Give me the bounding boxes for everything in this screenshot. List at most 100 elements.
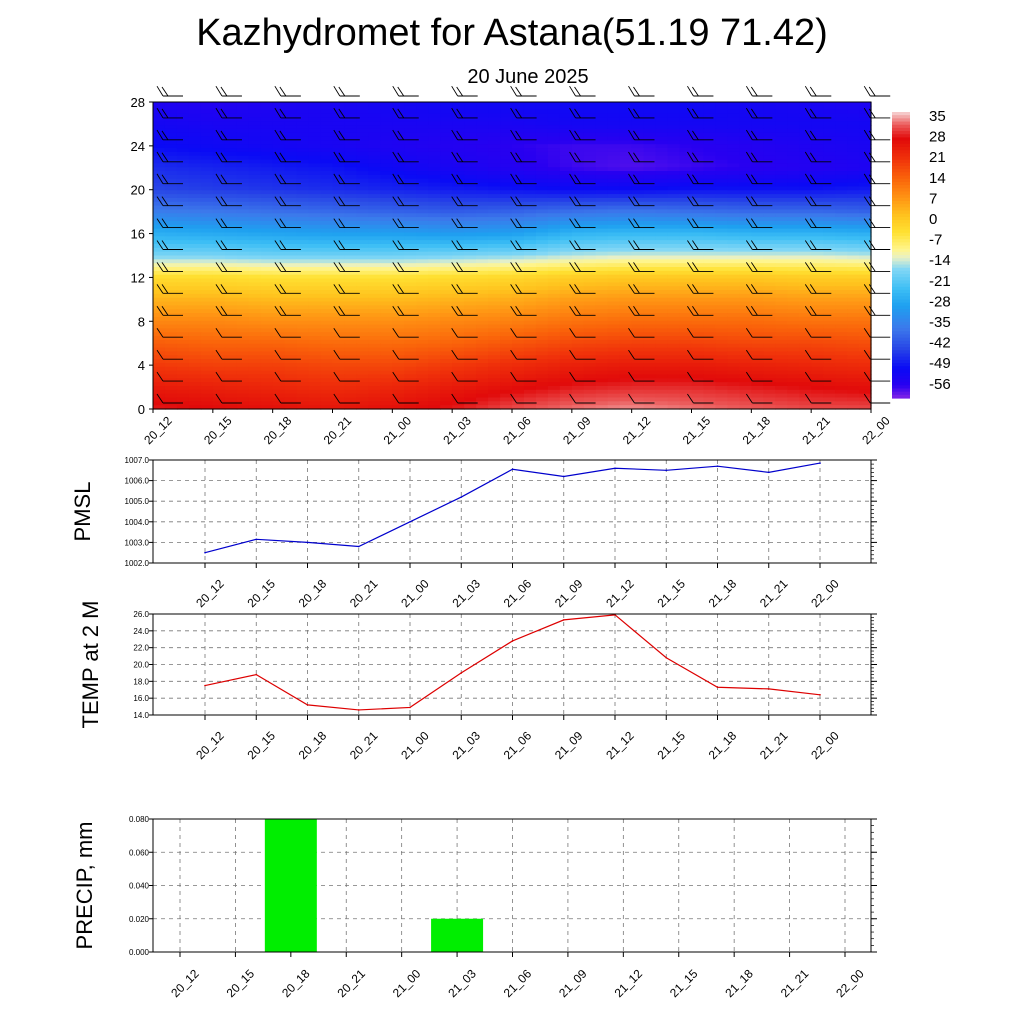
heatmap-cell xyxy=(368,274,381,280)
heatmap-cell xyxy=(476,355,489,360)
heatmap-cell xyxy=(643,336,657,341)
heatmap-cell xyxy=(488,125,501,130)
heatmap-cell xyxy=(284,224,298,230)
heatmap-cell xyxy=(739,385,752,391)
heatmap-cell xyxy=(847,270,860,276)
heatmap-cell xyxy=(583,224,597,230)
heatmap-cell xyxy=(296,397,310,402)
heatmap-cell xyxy=(164,194,178,199)
heatmap-cell xyxy=(667,347,681,353)
heatmap-cell xyxy=(679,405,693,410)
heatmap-cell xyxy=(296,159,310,164)
heatmap-cell xyxy=(763,278,776,283)
heatmap-cell xyxy=(368,186,381,191)
heatmap-cell xyxy=(655,282,669,287)
heatmap-cell xyxy=(296,286,310,291)
heatmap-cell xyxy=(440,255,453,260)
heatmap-cell xyxy=(703,109,717,115)
heatmap-cell xyxy=(428,128,441,134)
heatmap-cell xyxy=(153,320,166,326)
heatmap-cell xyxy=(583,290,597,295)
heatmap-cell xyxy=(164,163,178,168)
heatmap-cell xyxy=(164,243,178,249)
heatmap-cell xyxy=(272,274,286,280)
heatmap-cell xyxy=(416,186,429,191)
heatmap-cell xyxy=(236,209,250,214)
heatmap-cell xyxy=(715,186,728,191)
heatmap-cell xyxy=(715,109,728,115)
heatmap-cell xyxy=(715,144,728,149)
heatmap-cell xyxy=(847,190,860,195)
heatmap-cell xyxy=(775,197,788,203)
heatmap-cell xyxy=(236,366,250,372)
heatmap-cell xyxy=(727,213,740,218)
heatmap-cell xyxy=(428,328,441,333)
wind-barb xyxy=(274,196,301,207)
heatmap-cell xyxy=(308,397,322,402)
heatmap-cell xyxy=(739,132,752,138)
heatmap-cell xyxy=(248,125,262,130)
heatmap-cell xyxy=(296,251,310,257)
heatmap-cell xyxy=(655,320,669,326)
heatmap-cell xyxy=(404,255,417,260)
heatmap-cell xyxy=(847,401,860,406)
heatmap-cell xyxy=(512,316,525,322)
heatmap-cell xyxy=(643,355,657,360)
heatmap-cell xyxy=(476,405,489,410)
heatmap-cell xyxy=(248,382,262,387)
heatmap-cell xyxy=(200,259,214,264)
heatmap-cell xyxy=(176,351,190,356)
heatmap-cell xyxy=(416,144,429,149)
heatmap-cell xyxy=(595,305,609,310)
heatmap-cell xyxy=(488,194,501,199)
heatmap-cell xyxy=(559,374,573,379)
heatmap-cell xyxy=(512,251,525,257)
heatmap-cell xyxy=(296,355,310,360)
heatmap-cell xyxy=(679,332,693,337)
heatmap-cell xyxy=(799,213,812,218)
heatmap-cell xyxy=(703,263,717,268)
heatmap-cell xyxy=(847,297,860,303)
heatmap-cell xyxy=(224,190,238,195)
heatmap-cell xyxy=(799,324,812,330)
heatmap-cell xyxy=(775,336,788,341)
heatmap-cell xyxy=(595,366,609,372)
heatmap-cell xyxy=(476,197,489,203)
heatmap-cell xyxy=(859,301,872,306)
heatmap-cell xyxy=(535,190,549,195)
heatmap-cell xyxy=(583,197,597,203)
heatmap-cell xyxy=(559,171,573,176)
heatmap-cell xyxy=(500,309,513,314)
heatmap-cell xyxy=(512,186,525,191)
heatmap-cell xyxy=(464,378,477,383)
heatmap-cell xyxy=(464,186,477,191)
heatmap-cell xyxy=(583,267,597,272)
heatmap-cell xyxy=(679,113,693,118)
heatmap-cell xyxy=(224,125,238,130)
heatmap-cell xyxy=(823,136,836,141)
heatmap-cell xyxy=(631,125,645,130)
heatmap-cell xyxy=(571,274,585,280)
heatmap-cell xyxy=(739,155,752,161)
heatmap-cell xyxy=(224,171,238,176)
heatmap-cell xyxy=(703,174,717,180)
heatmap-cell xyxy=(308,194,322,199)
heatmap-cell xyxy=(404,121,417,126)
heatmap-cell xyxy=(153,121,166,126)
heatmap-cell xyxy=(200,297,214,303)
heatmap-cell xyxy=(368,366,381,372)
heatmap-cell xyxy=(464,278,477,283)
heatmap-cell xyxy=(859,336,872,341)
heatmap-cell xyxy=(547,186,561,191)
heatmap-cell xyxy=(823,255,836,260)
heatmap-cell xyxy=(787,132,800,138)
heatmap-cell xyxy=(727,243,740,249)
heatmap-cell xyxy=(476,159,489,164)
heatmap-cell xyxy=(583,220,597,226)
heatmap-cell xyxy=(308,186,322,191)
heatmap-cell xyxy=(356,102,369,107)
wind-barb xyxy=(274,151,301,163)
heatmap-cell xyxy=(308,382,322,387)
heatmap-cell xyxy=(643,140,657,145)
heatmap-cell xyxy=(607,236,621,241)
